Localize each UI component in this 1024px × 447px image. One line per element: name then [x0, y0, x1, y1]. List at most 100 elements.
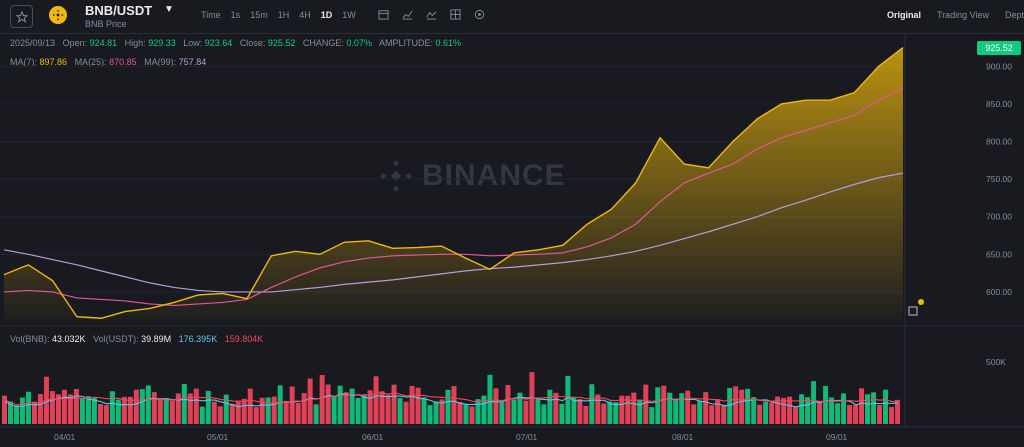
calendar-icon[interactable]: [377, 8, 389, 20]
volume-bar: [49, 391, 55, 424]
volume-bar: [799, 394, 805, 424]
volume-bar: [469, 406, 475, 424]
settings-icon[interactable]: [473, 8, 485, 20]
volume-bar: [97, 404, 103, 424]
volume-bar: [439, 399, 445, 424]
ma7-value: 897.86: [39, 57, 68, 67]
top-bar: BNB/USDT ▼ BNB Price Time 1s 15m 1H 4H 1D 1W O…: [0, 0, 1024, 34]
volume-bar: [433, 401, 439, 424]
volume-bar: [19, 397, 25, 424]
grid-settings-icon[interactable]: [449, 8, 461, 20]
volume-bar: [385, 394, 391, 424]
ma99-line: [3, 172, 904, 293]
interval-1h[interactable]: 1H: [277, 10, 290, 20]
pair-subtitle[interactable]: BNB Price: [85, 19, 127, 29]
volume-bar: [331, 395, 337, 424]
amplitude-value: 0.61%: [435, 38, 462, 48]
volume-bar: [133, 389, 139, 424]
volume-bar: [511, 399, 517, 424]
y-axis-label: 850.00: [986, 99, 1012, 109]
interval-1w[interactable]: 1W: [342, 10, 356, 20]
favorite-star-button[interactable]: [10, 5, 33, 28]
volume-bar: [211, 401, 217, 424]
volume-bar: [325, 384, 331, 424]
price-area: [4, 47, 903, 323]
volume-bar: [313, 404, 319, 424]
interval-1d[interactable]: 1D: [320, 10, 333, 20]
volume-bar: [871, 392, 877, 424]
vol-bnb-value: 43.032K: [52, 334, 86, 344]
volume-bar: [85, 396, 91, 424]
volume-bar: [223, 394, 229, 424]
volume-bar: [169, 400, 175, 424]
date-axis-label: 09/01: [826, 432, 848, 442]
pair-title[interactable]: BNB/USDT: [85, 3, 153, 18]
volume-bar: [163, 397, 169, 424]
binance-watermark: BINANCE: [378, 158, 566, 194]
volume-bar: [883, 389, 889, 424]
volume-bar: [61, 389, 67, 424]
volume-bar: [2, 395, 7, 424]
volume-bar: [673, 398, 679, 424]
volume-bar: [793, 406, 799, 424]
volume-bar: [553, 392, 559, 424]
volume-bar: [523, 400, 529, 424]
volume-bar: [139, 389, 145, 424]
info-date: 2025/09/13: [10, 38, 56, 48]
drawing-icon[interactable]: [425, 8, 437, 20]
volume-bar: [517, 392, 523, 424]
view-trading-view[interactable]: Trading View: [936, 10, 989, 20]
volume-bar: [157, 399, 163, 424]
volume-bar: [421, 397, 427, 424]
volume-bar: [877, 405, 883, 424]
volume-bar: [631, 392, 637, 424]
interval-time[interactable]: Time: [201, 10, 221, 20]
volume-bar: [457, 401, 463, 424]
volume-bar: [685, 390, 691, 424]
volume-bar: [679, 393, 685, 424]
volume-bar: [31, 401, 37, 424]
volume-bar: [499, 402, 505, 424]
volume-bar: [55, 394, 61, 424]
volume-bar: [151, 392, 157, 424]
volume-bar: [445, 389, 451, 424]
ma25-line: [3, 87, 904, 307]
volume-bar: [625, 395, 631, 424]
volume-bar: [541, 404, 547, 424]
volume-bar: [865, 394, 871, 424]
volume-bar: [235, 400, 241, 424]
volume-bar: [343, 392, 349, 424]
volume-bar: [763, 401, 769, 424]
volume-bar: [601, 403, 607, 424]
view-original[interactable]: Original: [886, 10, 921, 20]
volume-bar: [115, 399, 121, 424]
volume-bar: [751, 397, 757, 424]
date-axis-label: 04/01: [54, 432, 76, 442]
volume-bar: [307, 378, 313, 424]
view-dept[interactable]: Dept: [1004, 10, 1024, 20]
pair-dropdown-icon[interactable]: ▼: [164, 4, 174, 15]
volume-bar: [781, 397, 787, 424]
volume-bar: [805, 397, 811, 424]
volume-bar: [253, 407, 259, 424]
ma99-value: 757.84: [178, 57, 207, 67]
volume-bar: [103, 405, 109, 424]
volume-bar: [415, 387, 421, 424]
volume-bar: [91, 397, 97, 424]
interval-15m[interactable]: 15m: [250, 10, 268, 20]
volume-bar: [535, 399, 541, 424]
volume-bar: [859, 388, 865, 424]
volume-bar: [661, 385, 667, 424]
indicator-icon[interactable]: [401, 8, 413, 20]
interval-1s[interactable]: 1s: [230, 10, 241, 20]
volume-bar: [175, 393, 181, 424]
volume-bar: [373, 376, 379, 424]
interval-4h[interactable]: 4H: [299, 10, 311, 20]
date-axis-label: 05/01: [207, 432, 229, 442]
volume-bar: [451, 386, 457, 424]
date-axis-label: 06/01: [362, 432, 384, 442]
volume-bar: [709, 405, 715, 424]
vol-ma1-line: [4, 393, 899, 408]
volume-bar: [193, 388, 199, 424]
